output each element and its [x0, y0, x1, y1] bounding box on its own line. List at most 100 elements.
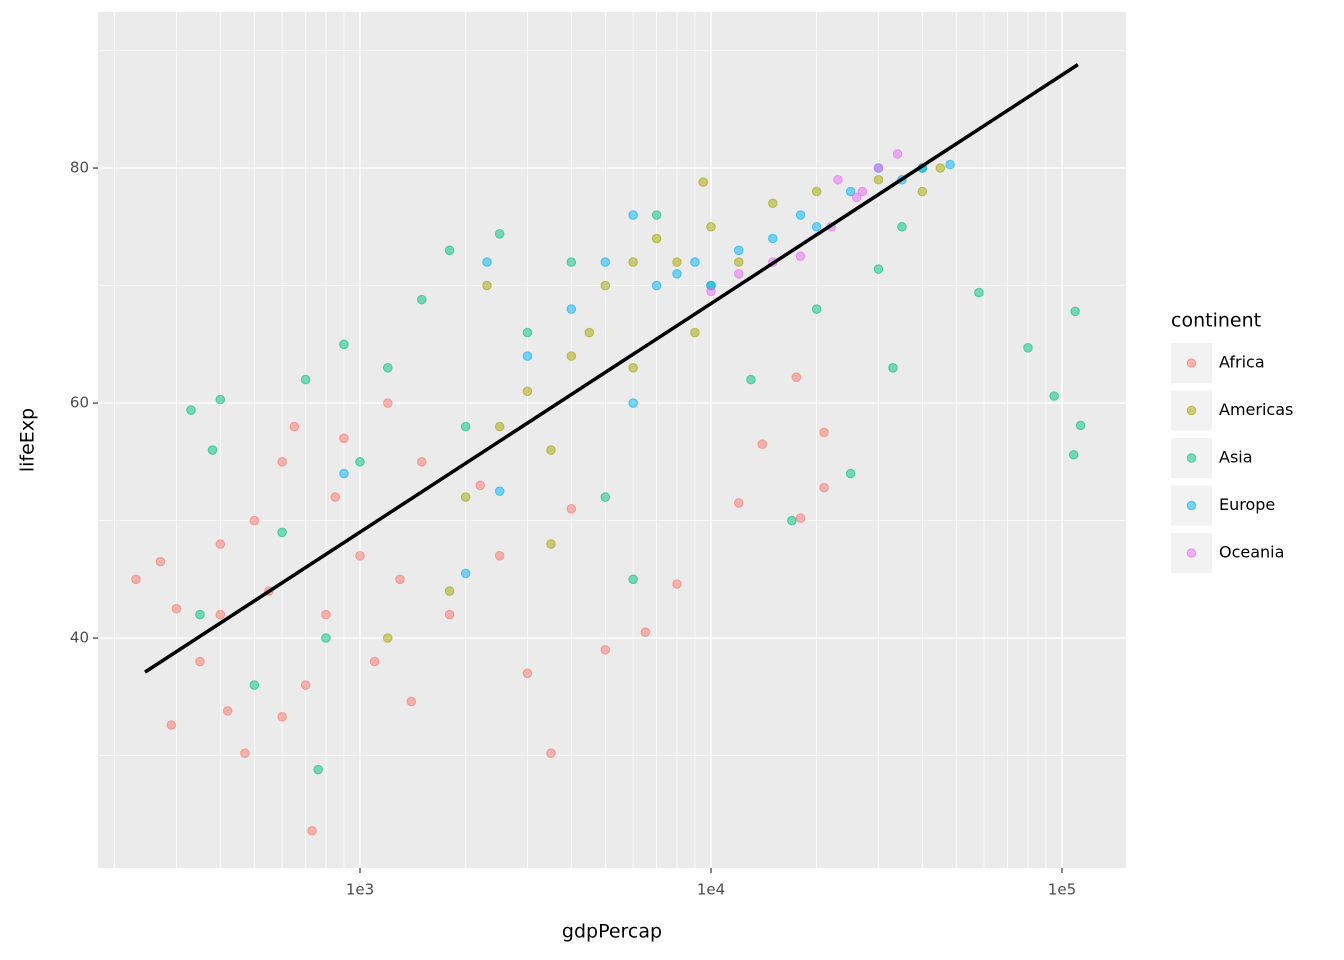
- point: [355, 456, 365, 467]
- point: [321, 633, 331, 643]
- point: [522, 351, 533, 361]
- point: [935, 163, 946, 173]
- point: [522, 668, 533, 679]
- point: [795, 251, 806, 261]
- point: [767, 233, 778, 244]
- point: [795, 210, 806, 220]
- y-tick-label: 80: [70, 159, 89, 177]
- point: [1070, 306, 1080, 317]
- point: [811, 304, 822, 314]
- point: [215, 539, 226, 549]
- point: [330, 492, 341, 502]
- point: [672, 579, 682, 589]
- point: [339, 339, 349, 350]
- point: [215, 394, 226, 405]
- point: [566, 351, 577, 361]
- point: [690, 327, 700, 338]
- point: [313, 764, 323, 775]
- point: [240, 748, 250, 759]
- point: [1068, 449, 1079, 460]
- point: [767, 198, 778, 209]
- point: [746, 374, 756, 385]
- point: [706, 221, 716, 232]
- point: [215, 609, 226, 620]
- legend-label: Oceania: [1219, 543, 1284, 562]
- point: [166, 720, 177, 730]
- point: [155, 556, 166, 567]
- point: [733, 498, 744, 508]
- point: [566, 304, 577, 314]
- point: [706, 286, 716, 297]
- legend-marker: [1186, 405, 1197, 416]
- point: [482, 257, 492, 267]
- point: [651, 210, 662, 220]
- legend-label: Americas: [1219, 400, 1293, 419]
- point: [628, 257, 638, 267]
- point: [628, 362, 638, 373]
- legend-label: Asia: [1219, 448, 1253, 467]
- point: [444, 586, 455, 596]
- point: [406, 696, 417, 707]
- y-tick-label: 60: [70, 394, 89, 412]
- point: [651, 280, 662, 291]
- legend-title: continent: [1171, 310, 1261, 332]
- point: [460, 421, 471, 432]
- point: [811, 221, 822, 232]
- point: [845, 186, 856, 197]
- point: [475, 480, 485, 491]
- legend-label: Africa: [1219, 353, 1265, 372]
- point: [833, 174, 843, 185]
- point: [444, 245, 455, 256]
- point: [307, 825, 317, 836]
- x-tick-label: 1e3: [346, 881, 374, 899]
- point: [1075, 420, 1086, 431]
- point: [369, 656, 380, 667]
- point: [131, 574, 141, 585]
- point: [672, 268, 682, 279]
- point: [787, 515, 797, 526]
- point: [1023, 343, 1033, 353]
- point: [584, 327, 595, 338]
- point: [857, 186, 868, 197]
- point: [945, 159, 955, 170]
- point: [819, 482, 829, 493]
- legend-marker: [1186, 548, 1197, 558]
- point: [444, 609, 455, 620]
- point: [522, 327, 533, 338]
- point: [600, 644, 611, 655]
- point: [522, 386, 533, 397]
- point: [277, 527, 287, 538]
- point: [873, 264, 884, 274]
- point: [207, 445, 218, 455]
- point: [757, 439, 768, 449]
- point: [546, 748, 556, 759]
- point: [482, 280, 492, 291]
- point: [289, 421, 300, 432]
- point: [494, 550, 505, 561]
- point: [873, 174, 884, 185]
- point: [628, 398, 638, 408]
- point: [300, 680, 311, 690]
- legend-marker: [1186, 453, 1197, 463]
- point: [195, 656, 205, 667]
- point: [795, 513, 806, 523]
- point: [845, 468, 856, 479]
- point: [382, 633, 393, 643]
- point: [395, 574, 405, 585]
- point: [249, 515, 260, 526]
- point: [546, 445, 556, 455]
- point: [186, 405, 196, 415]
- legend-label: Europe: [1219, 495, 1275, 514]
- point: [1049, 391, 1059, 401]
- panel-background: [98, 12, 1126, 868]
- point: [416, 456, 427, 467]
- point: [195, 609, 205, 620]
- point: [277, 456, 287, 467]
- point: [382, 398, 393, 408]
- legend-marker: [1186, 500, 1197, 511]
- point: [300, 374, 311, 385]
- x-axis-title: gdpPercap: [562, 921, 662, 943]
- point: [733, 268, 744, 279]
- point: [628, 210, 638, 220]
- point: [690, 257, 700, 267]
